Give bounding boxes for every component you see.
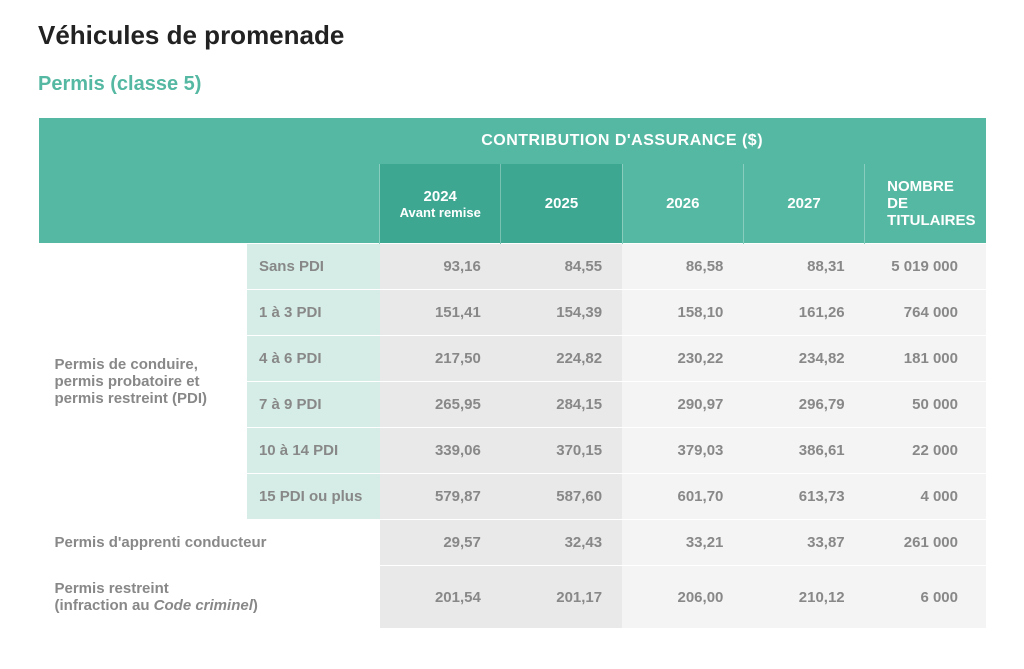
cell: 6 000	[865, 566, 986, 629]
cell: 33,87	[743, 520, 864, 566]
cell: 151,41	[380, 290, 501, 336]
cell: 587,60	[501, 474, 622, 520]
header-blank-right	[865, 118, 986, 164]
insurance-table: CONTRIBUTION D'ASSURANCE ($) 2024 Avant …	[38, 118, 986, 628]
cell: 181 000	[865, 336, 986, 382]
cell: 217,50	[380, 336, 501, 382]
cell: 379,03	[622, 428, 743, 474]
cell: 265,95	[380, 382, 501, 428]
row-label: Permis d'apprenti conducteur	[39, 520, 380, 566]
sub-label: 7 à 9 PDI	[247, 382, 380, 428]
table-row: Permis restreint (infraction au Code cri…	[39, 566, 987, 629]
sub-label: 4 à 6 PDI	[247, 336, 380, 382]
cell: 224,82	[501, 336, 622, 382]
header-2024: 2024 Avant remise	[380, 164, 501, 244]
cell: 29,57	[380, 520, 501, 566]
cell: 284,15	[501, 382, 622, 428]
cell: 230,22	[622, 336, 743, 382]
cell: 261 000	[865, 520, 986, 566]
cell: 4 000	[865, 474, 986, 520]
cell: 764 000	[865, 290, 986, 336]
cell: 161,26	[743, 290, 864, 336]
cell: 339,06	[380, 428, 501, 474]
header-titulaires: NOMBRE DE TITULAIRES	[865, 164, 986, 244]
cell: 154,39	[501, 290, 622, 336]
cell: 601,70	[622, 474, 743, 520]
cell: 206,00	[622, 566, 743, 629]
cell: 386,61	[743, 428, 864, 474]
cell: 210,12	[743, 566, 864, 629]
group-label: Permis de conduire, permis probatoire et…	[39, 244, 247, 520]
cell: 234,82	[743, 336, 864, 382]
header-contribution: CONTRIBUTION D'ASSURANCE ($)	[380, 118, 865, 164]
header-2026: 2026	[622, 164, 743, 244]
page-subtitle: Permis (classe 5)	[38, 73, 986, 96]
header-2027: 2027	[743, 164, 864, 244]
cell: 88,31	[743, 244, 864, 290]
row-label: Permis restreint (infraction au Code cri…	[39, 566, 380, 629]
sub-label: 15 PDI ou plus	[247, 474, 380, 520]
cell: 201,54	[380, 566, 501, 629]
cell: 32,43	[501, 520, 622, 566]
sub-label: 1 à 3 PDI	[247, 290, 380, 336]
sub-label: 10 à 14 PDI	[247, 428, 380, 474]
cell: 93,16	[380, 244, 501, 290]
cell: 33,21	[622, 520, 743, 566]
cell: 290,97	[622, 382, 743, 428]
cell: 370,15	[501, 428, 622, 474]
sub-label: Sans PDI	[247, 244, 380, 290]
cell: 84,55	[501, 244, 622, 290]
cell: 158,10	[622, 290, 743, 336]
cell: 5 019 000	[865, 244, 986, 290]
table-row: Permis de conduire, permis probatoire et…	[39, 244, 987, 290]
cell: 50 000	[865, 382, 986, 428]
table-row: Permis d'apprenti conducteur 29,57 32,43…	[39, 520, 987, 566]
header-blank2	[39, 164, 380, 244]
cell: 613,73	[743, 474, 864, 520]
cell: 296,79	[743, 382, 864, 428]
cell: 22 000	[865, 428, 986, 474]
cell: 579,87	[380, 474, 501, 520]
page-title: Véhicules de promenade	[38, 20, 986, 51]
header-blank	[39, 118, 380, 164]
cell: 201,17	[501, 566, 622, 629]
header-2025: 2025	[501, 164, 622, 244]
cell: 86,58	[622, 244, 743, 290]
